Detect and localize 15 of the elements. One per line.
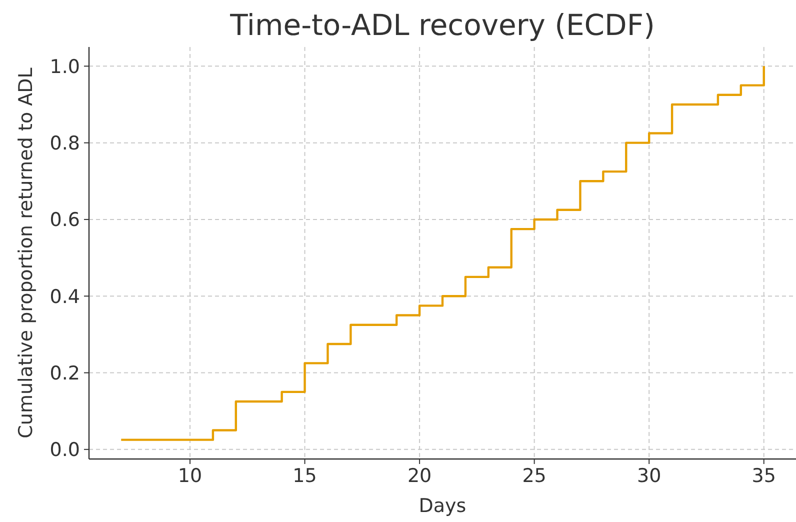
x-axis-title: Days xyxy=(418,495,466,517)
x-tick-label: 10 xyxy=(178,465,202,487)
y-tick-label: 0.2 xyxy=(50,362,80,384)
chart-title: Time-to-ADL recovery (ECDF) xyxy=(229,8,655,42)
y-tick-label: 0.4 xyxy=(50,286,80,308)
x-tick-label: 15 xyxy=(292,465,317,487)
y-tick-label: 1.0 xyxy=(50,56,80,78)
y-axis-title: Cumulative proportion returned to ADL xyxy=(15,67,37,438)
x-tick-label: 25 xyxy=(522,465,546,487)
y-tick-label: 0.0 xyxy=(50,439,80,462)
x-tick-label: 20 xyxy=(407,465,432,487)
x-tick-label: 35 xyxy=(752,465,776,487)
x-tick-label: 30 xyxy=(636,465,662,487)
y-tick-label: 0.6 xyxy=(50,209,80,232)
y-tick-label: 0.8 xyxy=(50,132,80,154)
